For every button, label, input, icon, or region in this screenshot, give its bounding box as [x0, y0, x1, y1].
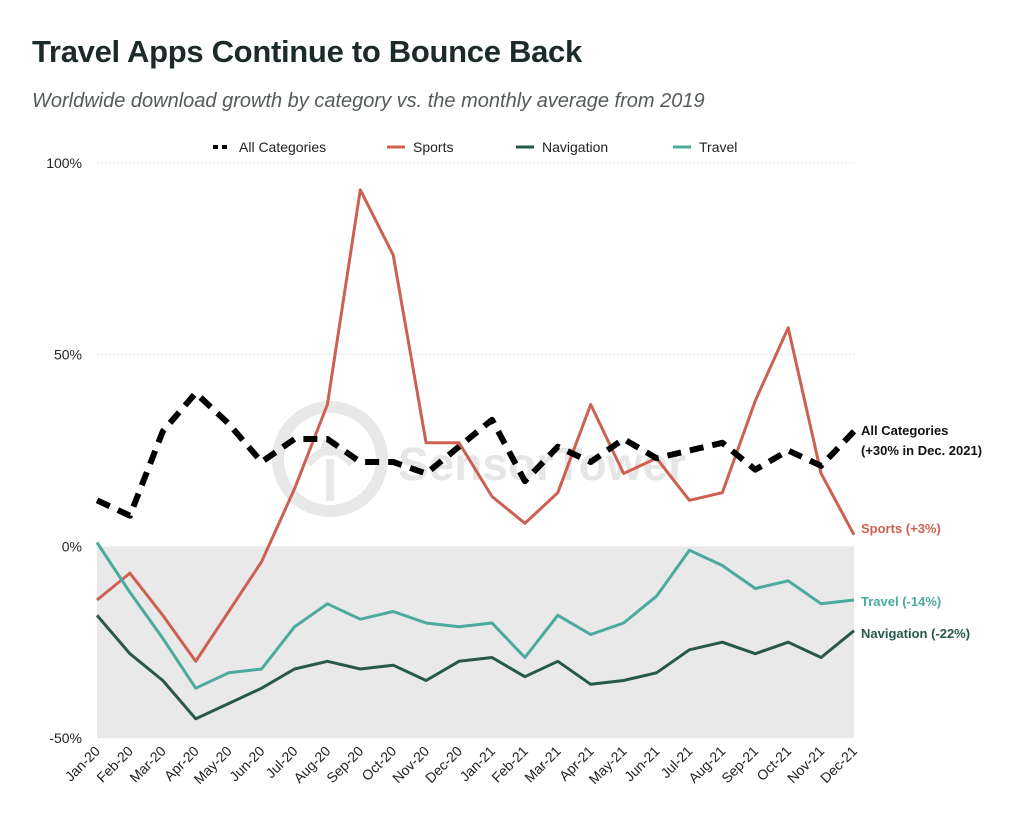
series-line-all: [95, 390, 857, 519]
x-tick-label: Jun-20: [226, 743, 268, 785]
chart-title: Travel Apps Continue to Bounce Back: [32, 34, 582, 69]
x-tick-label: Dec-20: [422, 743, 465, 786]
series-line-sports: [96, 188, 856, 663]
legend-label-navigation: Navigation: [542, 139, 608, 155]
x-tick-label: Sep-20: [323, 743, 366, 786]
watermark-logo-stem: [326, 459, 334, 501]
chart-subtitle: Worldwide download growth by category vs…: [32, 90, 705, 112]
watermark-logo-arc: [304, 446, 356, 467]
y-tick-label: 100%: [46, 155, 82, 171]
end-label-travel: Travel (-14%): [861, 594, 941, 609]
end-label-all: (+30% in Dec. 2021): [861, 443, 982, 458]
x-tick-label: Feb-21: [488, 743, 531, 786]
legend-label-sports: Sports: [413, 139, 453, 155]
y-tick-label: -50%: [49, 730, 82, 746]
x-tick-label: May-21: [585, 743, 629, 787]
legend-label-all: All Categories: [239, 139, 326, 155]
legend-label-travel: Travel: [699, 139, 737, 155]
x-tick-label: Mar-20: [126, 743, 169, 786]
y-tick-label: 0%: [62, 538, 82, 554]
series-line-travel: [95, 541, 855, 690]
watermark: SensorTower: [272, 401, 686, 517]
negative-region-band: [97, 546, 854, 738]
x-tick-label: May-20: [190, 743, 234, 787]
x-tick-label: Mar-21: [521, 743, 564, 786]
x-tick-label: Jun-21: [621, 743, 663, 785]
end-label-sports: Sports (+3%): [861, 521, 941, 536]
end-label-all: All Categories: [861, 423, 948, 438]
x-tick-label: Dec-21: [817, 743, 860, 786]
y-tick-label: 50%: [54, 347, 82, 363]
end-label-navigation: Navigation (-22%): [861, 626, 970, 641]
x-tick-label: Sep-21: [718, 743, 761, 786]
watermark-logo-ring: [272, 401, 388, 517]
series-line-navigation: [95, 614, 855, 721]
